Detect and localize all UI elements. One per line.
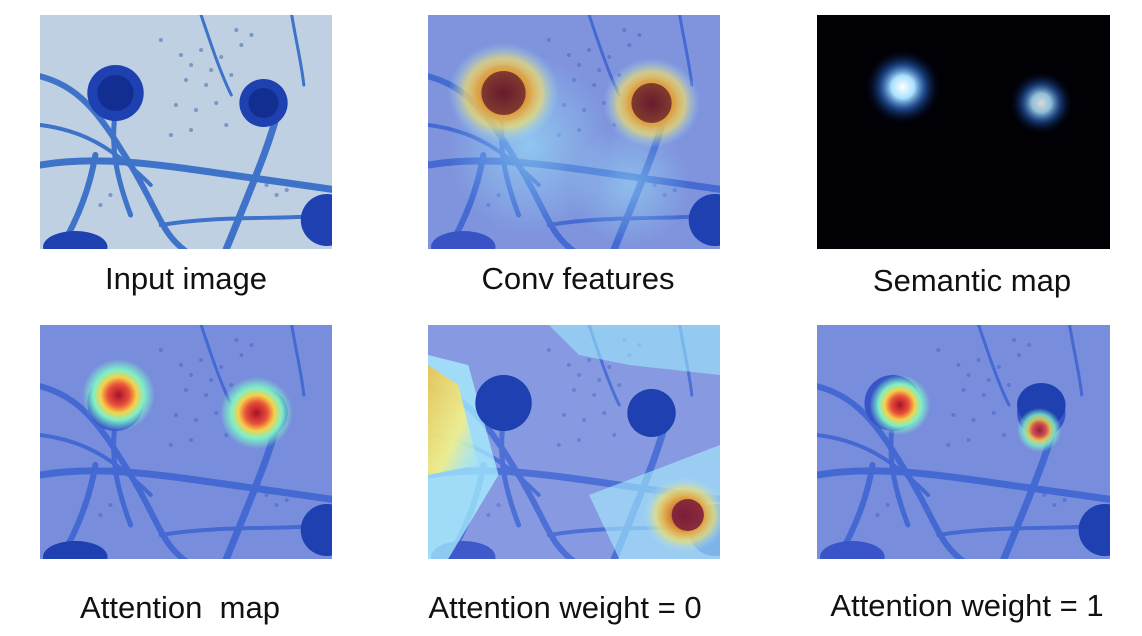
attention-weight-0-heatmap [428, 325, 720, 559]
semantic-map-panel [817, 15, 1110, 249]
conv-features-caption: Conv features [481, 261, 675, 296]
input-image-caption: Input image [105, 261, 267, 296]
attention-map-panel [40, 325, 332, 559]
attention-weight-0-caption: Attention weight = 0 [428, 590, 702, 625]
conv-features-heatmap [428, 15, 720, 249]
input-image-panel [40, 15, 332, 249]
attention-map-heatmap [40, 325, 332, 559]
input-image-micrograph [40, 15, 332, 249]
conv-features-panel [428, 15, 720, 249]
attention-weight-0-panel [428, 325, 720, 559]
attention-map-caption: Attention map [80, 590, 280, 625]
attention-weight-1-heatmap [817, 325, 1110, 559]
semantic-map-caption: Semantic map [872, 263, 1072, 298]
semantic-map-image [817, 15, 1110, 249]
attention-weight-1-caption: Attention weight = 1 [830, 588, 1104, 623]
attention-weight-1-panel [817, 325, 1110, 559]
